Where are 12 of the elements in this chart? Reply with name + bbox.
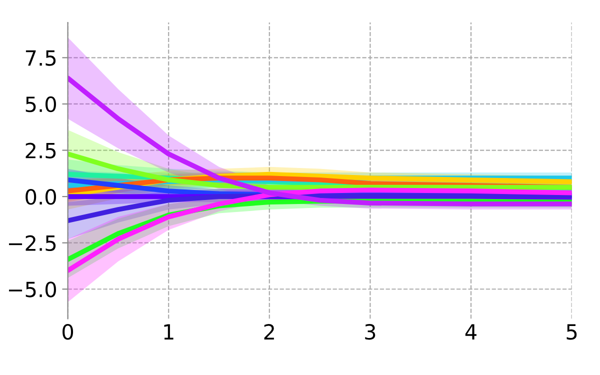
x-tick-label: 2 bbox=[264, 324, 274, 340]
x-tick-label: 5 bbox=[566, 324, 577, 340]
x-tick-label: 4 bbox=[465, 324, 476, 340]
x-tick-label: 3 bbox=[365, 324, 376, 340]
y-tick-label: 2.5 bbox=[26, 142, 56, 158]
y-tick-label: 5.0 bbox=[26, 96, 56, 112]
y-tick-label: −5.0 bbox=[9, 282, 56, 298]
y-tick-label: 7.5 bbox=[26, 50, 56, 66]
x-tick-label: 1 bbox=[164, 324, 174, 340]
y-tick-label: 0.0 bbox=[26, 189, 56, 205]
y-tick-label: −2.5 bbox=[9, 235, 56, 252]
x-tick-label: 0 bbox=[62, 324, 74, 340]
